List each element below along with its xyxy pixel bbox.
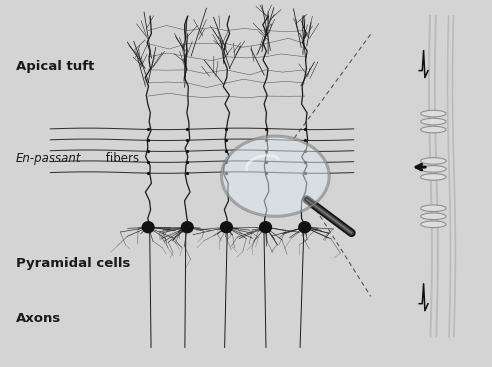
Text: Pyramidal cells: Pyramidal cells	[16, 257, 130, 270]
Ellipse shape	[421, 166, 446, 172]
Text: Apical tuft: Apical tuft	[16, 61, 94, 73]
Ellipse shape	[421, 174, 446, 180]
Ellipse shape	[421, 118, 446, 125]
Ellipse shape	[182, 222, 193, 233]
Text: En-passant: En-passant	[16, 152, 82, 164]
Ellipse shape	[260, 222, 272, 233]
Ellipse shape	[142, 222, 154, 233]
Text: fibers: fibers	[102, 152, 139, 164]
Ellipse shape	[421, 126, 446, 133]
Ellipse shape	[421, 205, 446, 211]
Circle shape	[221, 136, 329, 216]
Ellipse shape	[220, 222, 232, 233]
Ellipse shape	[421, 221, 446, 228]
Ellipse shape	[421, 213, 446, 219]
Text: Axons: Axons	[16, 312, 62, 325]
Ellipse shape	[299, 222, 310, 233]
Ellipse shape	[421, 110, 446, 117]
Ellipse shape	[421, 158, 446, 164]
